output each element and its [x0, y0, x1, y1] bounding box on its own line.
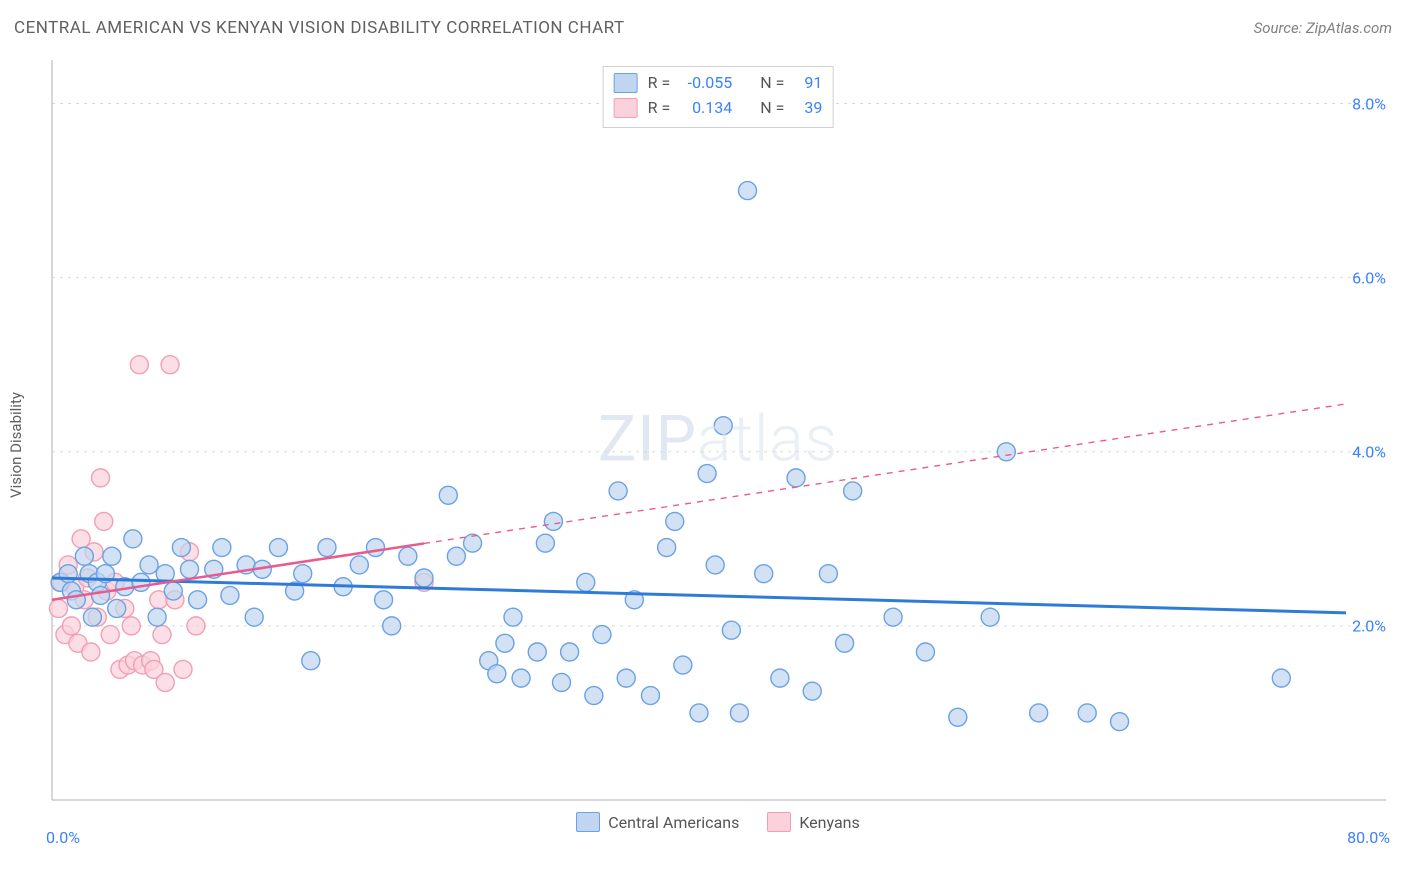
scatter-plot-svg: [46, 60, 1390, 804]
legend-swatch: [767, 812, 791, 832]
series-legend: Central Americans Kenyans: [46, 812, 1390, 832]
legend-item: Central Americans: [576, 812, 739, 832]
y-tick-label: 4.0%: [1352, 442, 1386, 461]
stats-swatch: [614, 98, 638, 118]
stats-row: R = -0.055 N = 91: [614, 71, 823, 96]
stats-n-label: N =: [760, 96, 784, 121]
legend-label: Central Americans: [608, 813, 739, 832]
legend-item: Kenyans: [767, 812, 859, 832]
chart-title: CENTRAL AMERICAN VS KENYAN VISION DISABI…: [14, 18, 625, 38]
legend-label: Kenyans: [799, 813, 859, 832]
stats-box: R = -0.055 N = 91 R = 0.134 N = 39: [603, 66, 834, 128]
stats-swatch: [614, 73, 638, 93]
legend-swatch: [576, 812, 600, 832]
stats-r-label: R =: [648, 71, 671, 96]
y-tick-label: 8.0%: [1352, 94, 1386, 113]
stats-n-value: 91: [794, 71, 822, 96]
y-tick-label: 6.0%: [1352, 268, 1386, 287]
stats-row: R = 0.134 N = 39: [614, 96, 823, 121]
stats-r-value: 0.134: [680, 96, 732, 121]
chart-area: Vision Disability ZIPatlas 2.0%4.0%6.0%8…: [46, 60, 1390, 830]
source-prefix: Source:: [1254, 19, 1306, 37]
stats-r-value: -0.055: [680, 71, 732, 96]
header-bar: CENTRAL AMERICAN VS KENYAN VISION DISABI…: [14, 18, 1392, 38]
y-axis-label: Vision Disability: [7, 392, 25, 498]
source-credit: Source: ZipAtlas.com: [1254, 19, 1392, 37]
stats-n-value: 39: [794, 96, 822, 121]
y-tick-label: 2.0%: [1352, 616, 1386, 635]
source-name: ZipAtlas.com: [1306, 19, 1392, 37]
stats-r-label: R =: [648, 96, 671, 121]
stats-n-label: N =: [760, 71, 784, 96]
